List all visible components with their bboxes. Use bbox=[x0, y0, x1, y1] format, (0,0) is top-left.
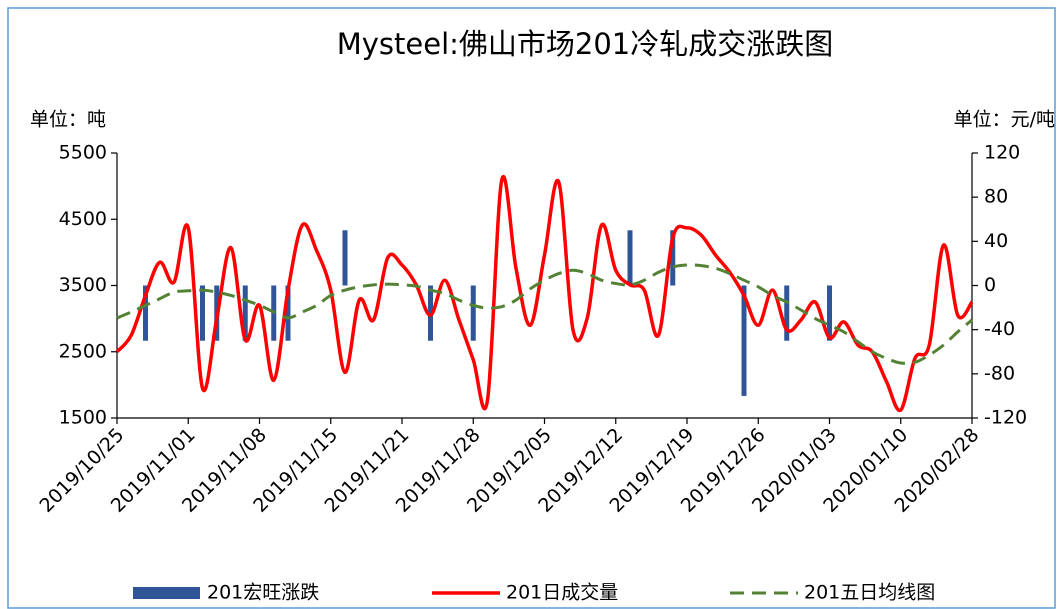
bar bbox=[285, 285, 291, 341]
y-tick-label: 2500 bbox=[59, 340, 107, 362]
bar bbox=[741, 285, 747, 396]
y2-tick-label: 40 bbox=[984, 230, 1008, 252]
bar bbox=[143, 285, 148, 341]
y2-tick-label: 0 bbox=[984, 274, 996, 296]
bar bbox=[670, 230, 676, 286]
y2-tick-label: -40 bbox=[984, 318, 1015, 340]
legend-label: 201日成交量 bbox=[506, 582, 618, 604]
y-tick-label: 1500 bbox=[59, 407, 107, 429]
legend-label: 201宏旺涨跌 bbox=[207, 582, 319, 604]
y2-tick-label: 120 bbox=[984, 142, 1020, 164]
y-tick-label: 3500 bbox=[59, 274, 107, 296]
y2-tick-label: -80 bbox=[984, 362, 1015, 384]
legend-swatch bbox=[133, 587, 200, 599]
legend-label: 201五日均线图 bbox=[804, 582, 935, 604]
y-axis-label: 单位：吨 bbox=[30, 109, 106, 131]
bar bbox=[200, 285, 205, 341]
chart-border bbox=[7, 7, 1056, 609]
bar bbox=[827, 285, 832, 341]
y2-tick-label: -120 bbox=[984, 407, 1027, 429]
y-tick-label: 4500 bbox=[59, 208, 107, 230]
bar bbox=[242, 285, 248, 341]
bar bbox=[428, 285, 433, 341]
bar bbox=[784, 285, 790, 341]
y2-axis-label: 单位：元/吨 bbox=[954, 109, 1055, 131]
bar bbox=[627, 230, 633, 286]
chart-title: Mysteel:佛山市场201冷轧成交涨跌图 bbox=[337, 27, 834, 61]
y-tick-label: 5500 bbox=[59, 142, 107, 164]
y2-tick-label: 80 bbox=[984, 186, 1008, 208]
bar bbox=[342, 230, 348, 286]
bar bbox=[470, 285, 476, 341]
